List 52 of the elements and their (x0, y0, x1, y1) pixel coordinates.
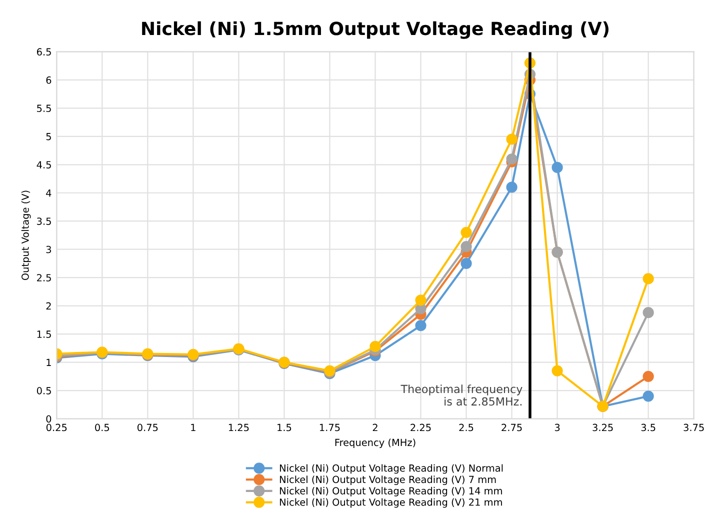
y-tick-label: 4.5 (36, 161, 51, 168)
y-tick-label: 5 (46, 133, 51, 140)
y-tick-label: 0 (46, 415, 52, 423)
x-tick-label: 2.75 (502, 424, 522, 432)
x-tick-label: 2 (372, 424, 378, 432)
point (642, 390, 654, 402)
x-tick-label: 3.75 (684, 424, 704, 432)
point (552, 162, 563, 174)
y-tick-label: 1 (46, 358, 51, 366)
point (506, 182, 518, 193)
point (460, 226, 472, 238)
x-tick-label: 0.5 (95, 424, 110, 432)
point (370, 340, 381, 352)
x-tick-label: 1.25 (228, 424, 249, 432)
y-tick-label: 6 (46, 76, 52, 84)
point (460, 240, 472, 252)
x-tick-label: 2.25 (410, 424, 431, 432)
x-tick-label: 3.5 (641, 424, 656, 432)
point (415, 294, 426, 306)
x-tick-label: 3.25 (592, 424, 613, 432)
x-tick-label: 2.5 (459, 424, 474, 432)
x-tick-label: 0.25 (46, 424, 67, 432)
point (415, 320, 426, 332)
x-tick-label: 3 (554, 424, 560, 432)
y-tick-label: 2 (46, 302, 51, 310)
legend-label: Nickel (Ni) Output Voltage Reading (V) Normal (280, 464, 503, 474)
x-tick-label: 1.75 (320, 424, 340, 432)
annotation: Theoptimal frequency is at 2.85MHz. (400, 384, 522, 406)
point (642, 273, 654, 284)
point (642, 307, 654, 318)
y-tick-label: 3.5 (37, 218, 51, 225)
x-tick-label: 1 (191, 424, 196, 432)
x-axis-title: Frequency (MHz) (335, 438, 416, 448)
legend-label: Nickel (Ni) Output Voltage Reading (V) 7 mm (280, 476, 496, 485)
y-tick-label: 5.5 (37, 104, 51, 112)
y-tick-label: 0.5 (36, 387, 51, 394)
y-tick-label: 6.5 (36, 48, 51, 56)
y-tick-label: 4 (46, 189, 52, 197)
chart-title: Nickel (Ni) 1.5mm Output Voltage Reading (V) (142, 21, 608, 39)
y-tick-label: 2.5 (37, 274, 51, 282)
y-axis-title: Output Voltage (V) (21, 190, 31, 280)
y-tick-label: 3 (46, 246, 51, 254)
legend-label: Nickel (Ni) Output Voltage Reading (V) 14 mm (280, 486, 502, 496)
point (642, 370, 654, 382)
y-tick-label: 1.5 (37, 330, 51, 338)
x-tick-label: 1.5 (278, 424, 292, 432)
x-tick-label: 0.75 (137, 424, 158, 432)
point (552, 365, 563, 376)
point (506, 153, 518, 165)
legend-label: Nickel (Ni) Output Voltage Reading (V) 21 mm (280, 498, 502, 508)
point (506, 134, 518, 145)
point (460, 258, 472, 270)
